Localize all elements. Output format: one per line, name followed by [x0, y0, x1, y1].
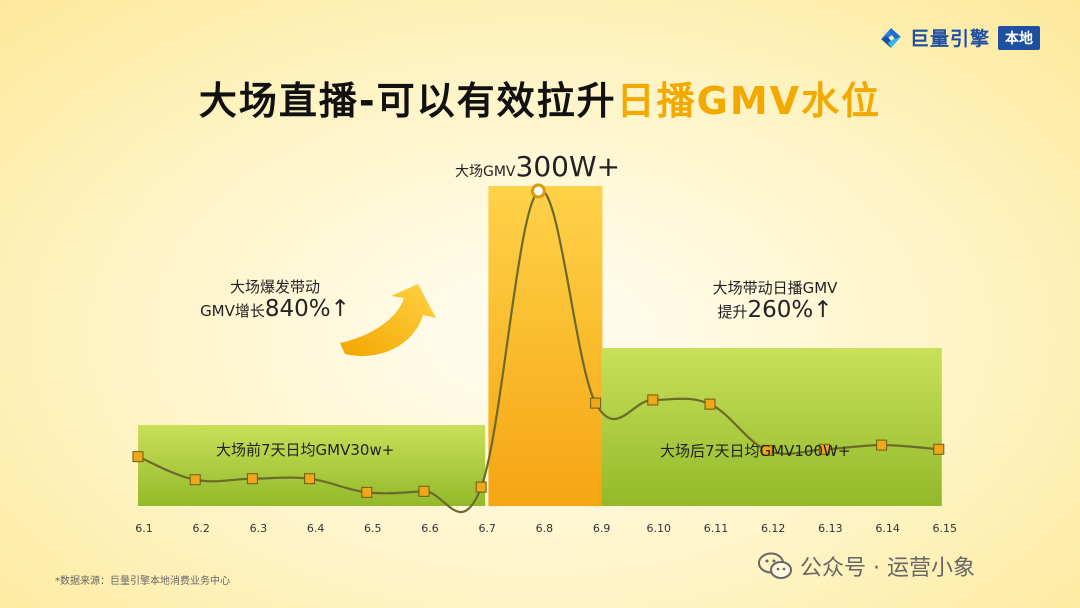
brand-name: 巨量引擎	[910, 28, 991, 50]
right-annotation-line1: 大场带动日播GMV	[712, 279, 838, 297]
watermark-text: 公众号 · 运营小象	[800, 556, 975, 581]
x-tick-label: 6.9	[593, 522, 611, 535]
x-tick-label: 6.5	[364, 522, 382, 535]
data-point-peak	[530, 183, 546, 199]
logo-mark-icon	[881, 27, 901, 48]
x-tick-label: 6.12	[761, 522, 786, 535]
data-point	[132, 451, 144, 463]
data-point	[246, 473, 258, 485]
left-annotation-prefix: GMV增长	[200, 302, 265, 320]
after-band-label: 大场后7天日均GMV100W+	[660, 442, 851, 460]
left-annotation-line1: 大场爆发带动	[229, 278, 320, 296]
data-point	[818, 443, 830, 455]
right-annotation: 大场带动日播GMV 提升260%↑	[690, 277, 860, 323]
brand-badge: 本地	[998, 25, 1041, 50]
x-tick-label: 6.7	[478, 522, 496, 535]
x-tick-label: 6.14	[875, 522, 900, 535]
data-point	[590, 397, 602, 409]
x-tick-label: 6.6	[421, 522, 439, 535]
before-band-label: 大场前7天日均GMV30w+	[216, 441, 395, 459]
data-source-footnote: *数据来源：巨量引擎本地消费业务中心	[55, 576, 230, 587]
x-tick-label: 6.13	[818, 522, 843, 535]
peak-label-prefix: 大场GMV	[455, 164, 516, 180]
title-main: 大场直播-可以有效拉升	[198, 79, 617, 123]
x-tick-label: 6.3	[250, 522, 268, 535]
peak-band	[488, 186, 603, 506]
x-tick-label: 6.11	[704, 522, 729, 535]
growth-arrow-icon	[340, 284, 436, 356]
x-tick-label: 6.15	[933, 522, 958, 535]
data-point	[704, 398, 716, 410]
left-annotation-value: 840%↑	[264, 296, 350, 322]
data-point	[304, 473, 316, 485]
data-point	[933, 443, 945, 455]
right-annotation-value: 260%↑	[747, 297, 833, 323]
page-title: 大场直播-可以有效拉升日播GMV水位	[0, 70, 1080, 125]
wechat-icon	[758, 552, 792, 579]
x-tick-label: 6.1	[135, 522, 153, 535]
x-tick-label: 6.10	[647, 522, 672, 535]
peak-annotation: 大场GMV300W+	[455, 150, 620, 183]
right-annotation-prefix: 提升	[717, 303, 748, 321]
x-tick-label: 6.2	[192, 522, 210, 535]
data-point	[647, 394, 659, 406]
left-annotation: 大场爆发带动 GMV增长840%↑	[200, 276, 350, 322]
data-point	[418, 485, 430, 497]
data-point	[761, 444, 773, 456]
data-point	[361, 486, 373, 498]
brand-logo: 巨量引擎 本地	[878, 24, 1041, 51]
x-tick-label: 6.4	[307, 522, 325, 535]
data-point	[876, 439, 888, 451]
peak-label-value: 300W+	[515, 150, 621, 183]
x-tick-label: 6.8	[536, 522, 554, 535]
data-point	[189, 474, 201, 486]
watermark: 公众号 · 运营小象	[758, 550, 975, 582]
after-band	[601, 348, 942, 506]
data-point	[475, 481, 487, 493]
title-highlight: 日播GMV水位	[616, 79, 882, 123]
